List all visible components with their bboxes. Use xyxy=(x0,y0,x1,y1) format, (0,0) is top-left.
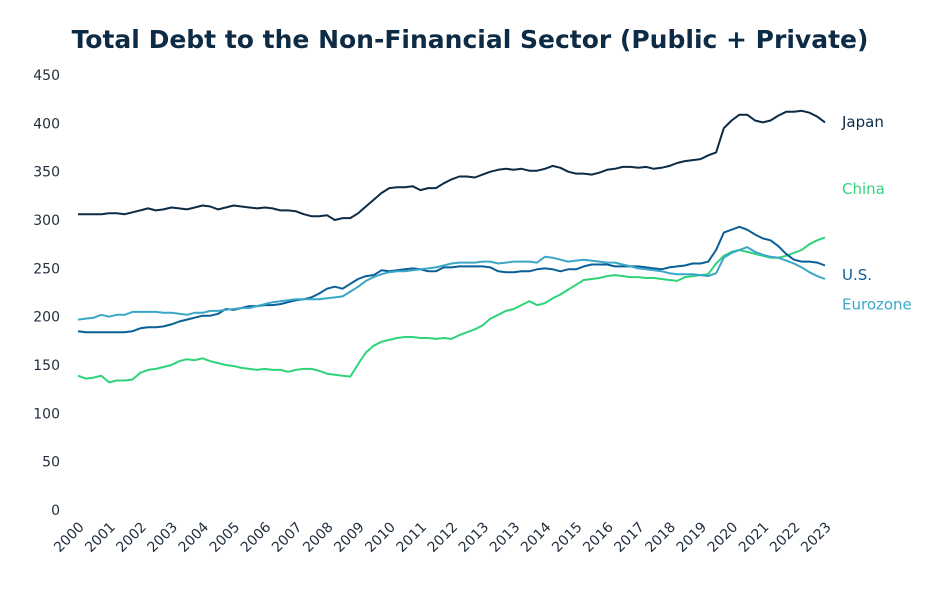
x-tick-label: 2013 xyxy=(487,519,524,556)
x-tick-label: 2013 xyxy=(456,519,493,556)
x-tick-label: 2011 xyxy=(394,519,431,556)
series-line xyxy=(78,109,826,221)
y-tick-label: 400 xyxy=(33,116,60,132)
x-tick-label: 2010 xyxy=(362,519,399,556)
series-label: China xyxy=(842,180,885,198)
x-tick-label: 2015 xyxy=(549,519,586,556)
x-tick-label: 2008 xyxy=(300,519,337,556)
x-tick-label: 2007 xyxy=(269,519,306,556)
series-line xyxy=(77,246,826,321)
x-tick-label: 2004 xyxy=(176,519,213,556)
y-tick-label: 150 xyxy=(33,358,60,374)
y-tick-label: 100 xyxy=(33,406,60,422)
x-tick-label: 2009 xyxy=(331,519,368,556)
x-tick-label: 2002 xyxy=(113,519,150,556)
series-line xyxy=(77,225,826,334)
series-label: Japan xyxy=(841,113,884,131)
y-tick-label: 350 xyxy=(33,165,60,181)
x-tick-label: 2003 xyxy=(145,519,182,556)
series-label: U.S. xyxy=(842,266,872,284)
x-tick-label: 2021 xyxy=(736,519,773,556)
y-tick-label: 200 xyxy=(33,310,60,326)
y-tick-label: 300 xyxy=(33,213,60,229)
y-tick-label: 50 xyxy=(42,455,60,471)
x-tick-label: 2019 xyxy=(674,519,711,556)
x-tick-label: 2023 xyxy=(798,519,835,556)
x-tick-label: 2006 xyxy=(238,519,275,556)
y-tick-label: 250 xyxy=(33,261,60,277)
x-tick-label: 2018 xyxy=(643,519,680,556)
series-label: Eurozone xyxy=(842,296,912,314)
x-tick-label: 2017 xyxy=(611,519,648,556)
series-line xyxy=(77,236,826,384)
y-tick-label: 0 xyxy=(51,503,60,519)
x-tick-label: 2000 xyxy=(51,519,88,556)
x-tick-label: 2014 xyxy=(518,519,555,556)
x-tick-label: 2016 xyxy=(580,519,617,556)
y-tick-label: 450 xyxy=(33,68,60,84)
chart-title: Total Debt to the Non-Financial Sector (… xyxy=(72,25,869,54)
x-tick-label: 2020 xyxy=(705,519,742,556)
x-tick-label: 2022 xyxy=(767,519,804,556)
x-tick-label: 2005 xyxy=(207,519,244,556)
x-tick-label: 2012 xyxy=(425,519,462,556)
x-tick-label: 2001 xyxy=(82,519,119,556)
